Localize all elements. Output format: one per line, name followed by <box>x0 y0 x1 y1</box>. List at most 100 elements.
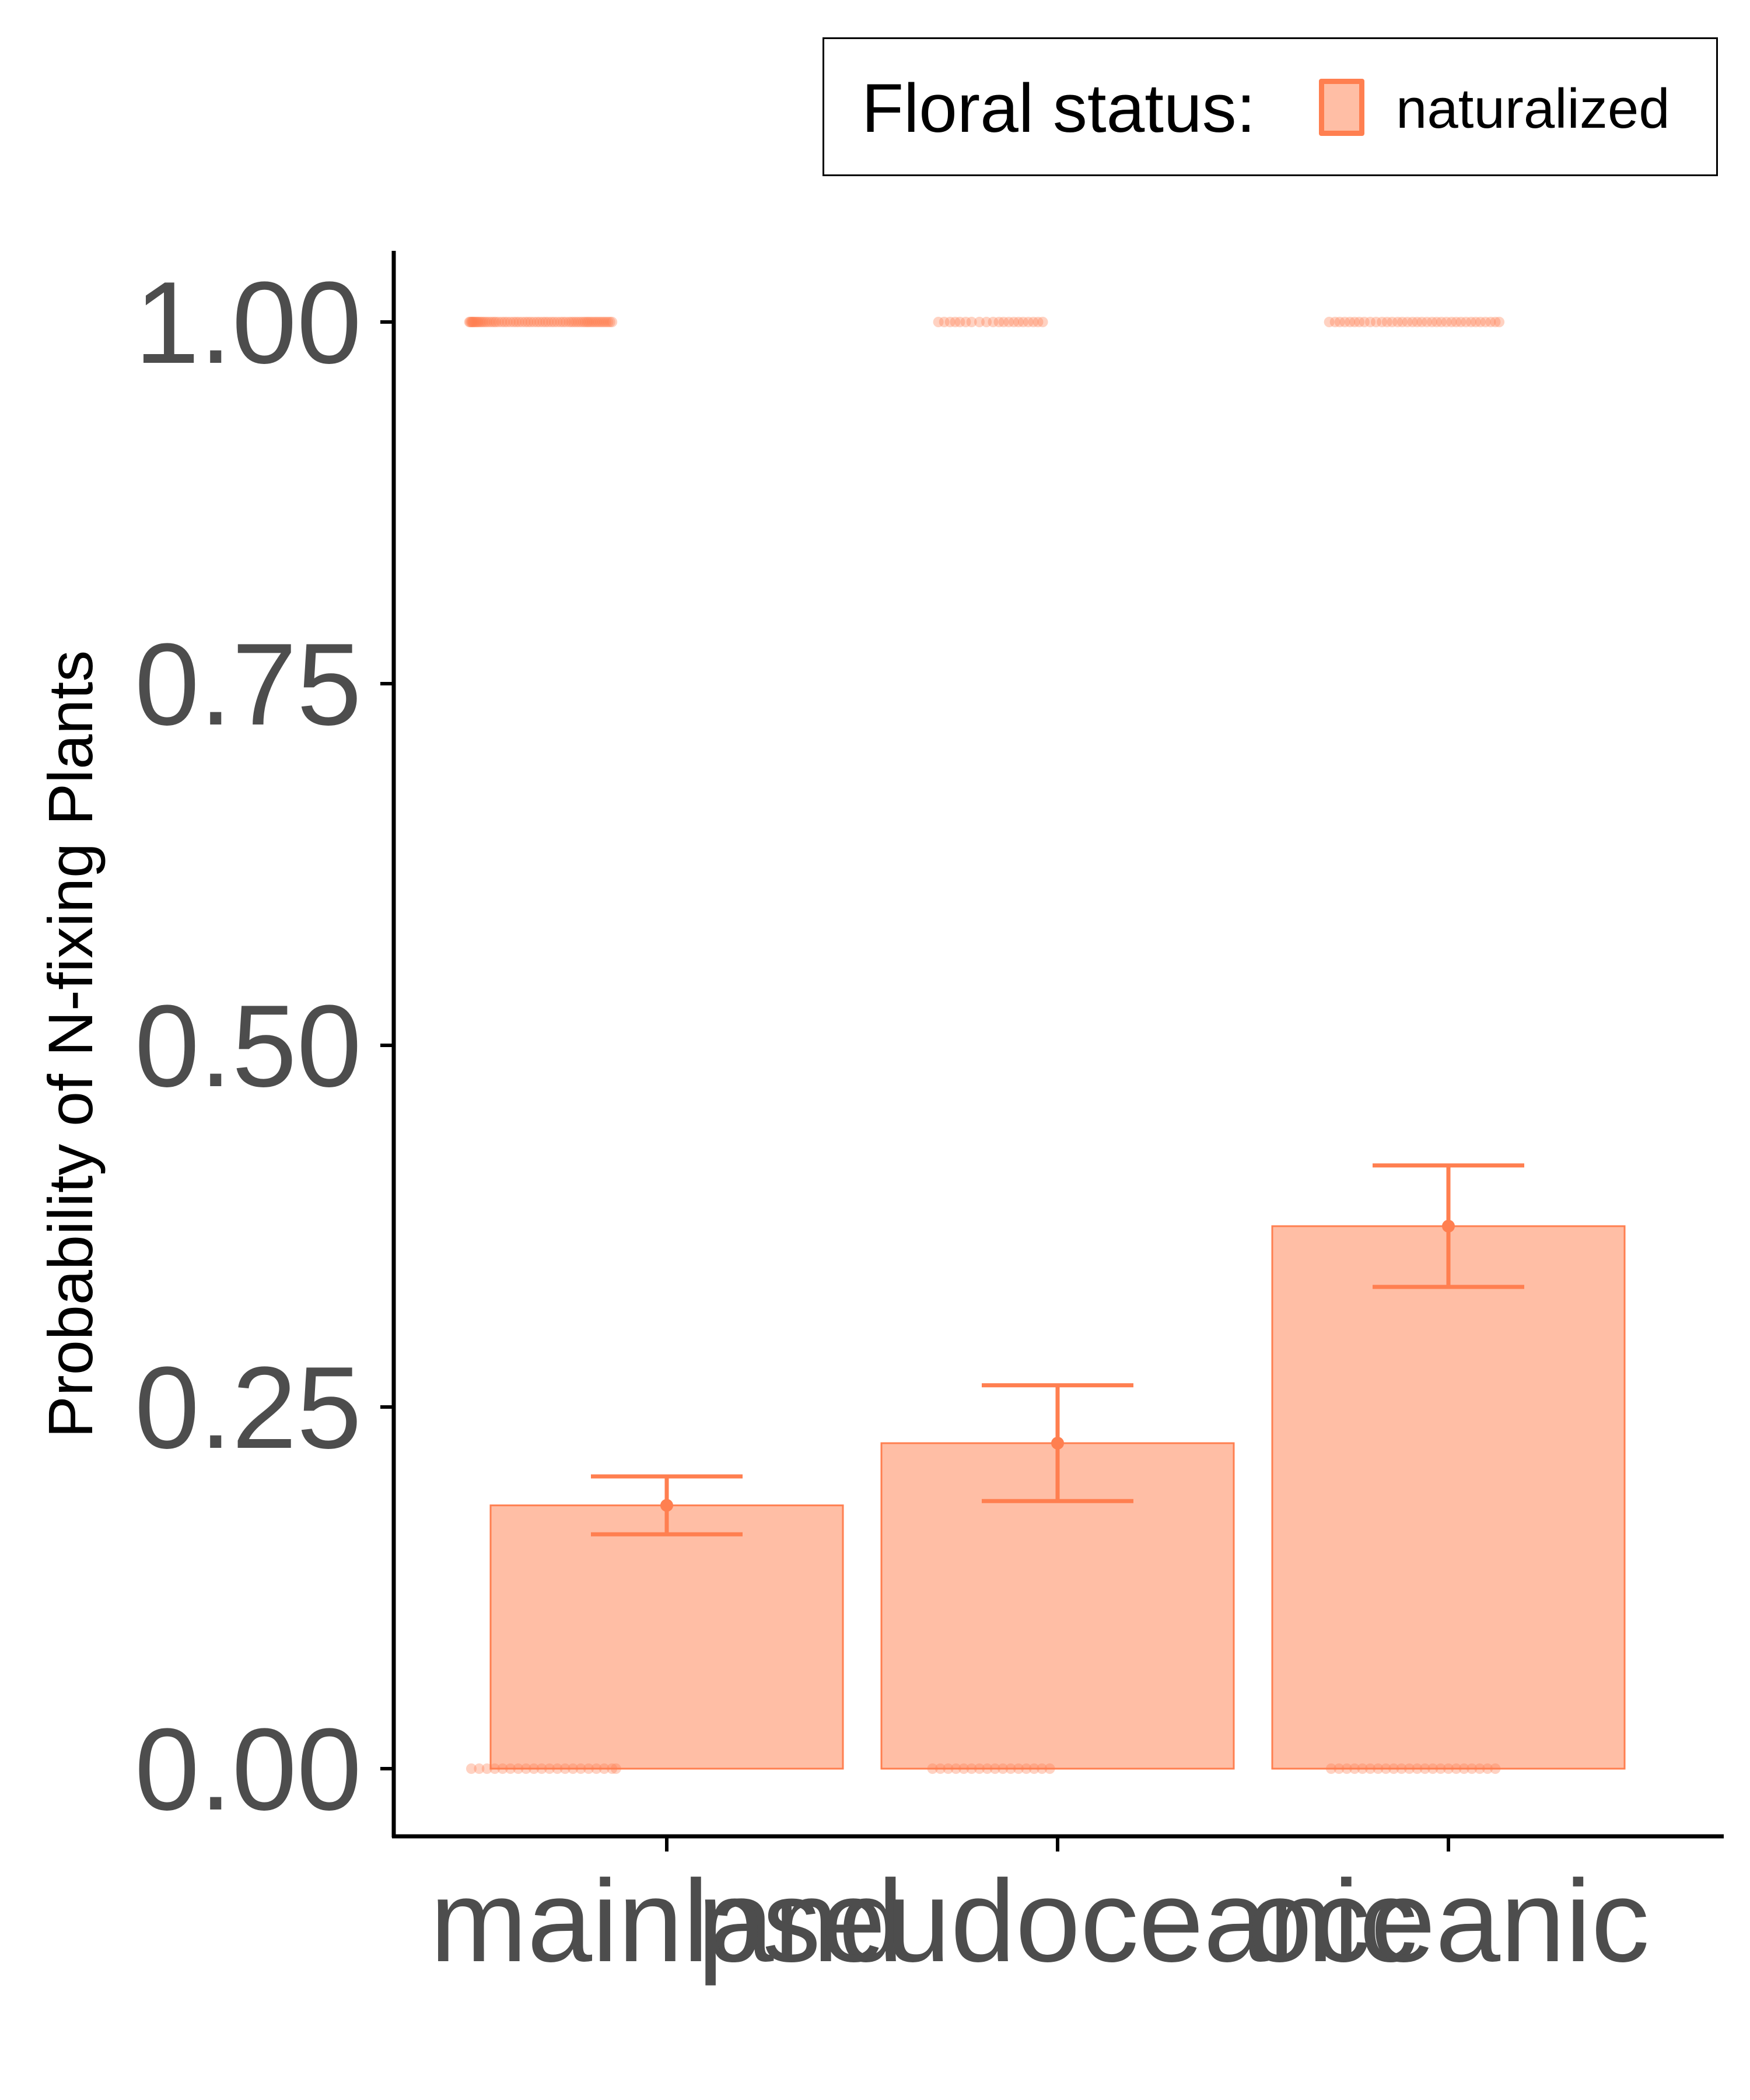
legend-label-naturalized: naturalized <box>1396 78 1670 140</box>
observation-point <box>598 317 610 327</box>
observation-point <box>566 317 577 327</box>
observation-point <box>493 317 504 327</box>
observation-point <box>998 317 1009 327</box>
observation-point <box>1380 1763 1391 1774</box>
observation-point <box>520 317 531 327</box>
observation-point <box>604 317 615 327</box>
observation-point <box>1359 317 1370 327</box>
observation-point <box>993 317 1005 327</box>
observation-point <box>935 1763 946 1774</box>
observation-point <box>568 1763 579 1774</box>
observation-point <box>1341 1763 1352 1774</box>
observation-point <box>505 1763 516 1774</box>
observation-point <box>1475 317 1486 327</box>
observation-point <box>966 317 977 327</box>
observation-point <box>466 317 477 327</box>
observation-point <box>1021 1763 1032 1774</box>
observation-point <box>1349 317 1360 327</box>
observation-point <box>1494 317 1505 327</box>
observation-point <box>1377 317 1388 327</box>
observation-point <box>467 317 478 327</box>
observation-point <box>472 317 483 327</box>
observation-point <box>607 317 618 327</box>
observation-point <box>587 317 598 327</box>
observation-point <box>1427 1763 1438 1774</box>
observation-point <box>486 317 497 327</box>
observation-point <box>597 317 608 327</box>
y-tick-label: 0.25 <box>135 1343 362 1473</box>
observation-point <box>575 317 586 327</box>
observation-point <box>1458 1763 1469 1774</box>
observation-point <box>1431 317 1442 327</box>
observation-point <box>966 1763 977 1774</box>
observation-point <box>1426 317 1437 327</box>
observation-point <box>525 317 536 327</box>
observation-point <box>1485 317 1496 327</box>
observation-point <box>1402 317 1413 327</box>
bar <box>1271 1225 1626 1770</box>
observation-point <box>517 317 528 327</box>
observation-point <box>1422 317 1433 327</box>
observation-point <box>960 317 971 327</box>
mean-point <box>660 1499 673 1512</box>
observation-point <box>1470 317 1481 327</box>
observation-point <box>981 317 992 327</box>
observation-point <box>601 317 612 327</box>
observation-point <box>497 1763 508 1774</box>
observation-point <box>513 1763 524 1774</box>
observation-point <box>958 1763 970 1774</box>
observation-point <box>555 317 566 327</box>
observation-point <box>944 317 956 327</box>
observation-point <box>1392 317 1403 327</box>
observation-point <box>1003 317 1014 327</box>
observation-point <box>1455 317 1466 327</box>
observation-point <box>1326 1763 1336 1774</box>
observation-point <box>1412 1763 1423 1774</box>
y-axis-title: Probability of N-fixing Plants <box>35 650 106 1438</box>
observation-point <box>474 1763 485 1774</box>
observation-point <box>1490 317 1501 327</box>
observation-point <box>534 317 545 327</box>
observation-point <box>595 317 606 327</box>
legend-title: Floral status: <box>862 70 1256 147</box>
observation-point <box>499 317 510 327</box>
observation-point <box>528 1763 540 1774</box>
bar <box>489 1504 844 1770</box>
observation-point <box>561 317 572 327</box>
observation-point <box>1023 317 1034 327</box>
observation-point <box>1465 317 1476 327</box>
observation-point <box>1416 317 1427 327</box>
observation-point <box>1451 317 1462 327</box>
observation-point <box>1032 317 1044 327</box>
legend: Floral status: naturalized <box>822 37 1718 176</box>
mean-point <box>1442 1220 1455 1233</box>
observation-point <box>1018 317 1029 327</box>
observation-point <box>508 317 519 327</box>
observation-points <box>464 317 1505 1774</box>
observation-point <box>593 317 604 327</box>
observation-point <box>552 317 563 327</box>
observation-point <box>488 317 499 327</box>
observation-point <box>607 1763 618 1774</box>
observation-point <box>582 317 593 327</box>
mean-point <box>1051 1437 1064 1450</box>
observation-point <box>481 1763 492 1774</box>
observation-point <box>1446 317 1457 327</box>
observation-point <box>568 317 579 327</box>
observation-point <box>558 317 569 327</box>
observation-point <box>544 1763 555 1774</box>
observation-point <box>1466 1763 1478 1774</box>
observation-point <box>467 317 478 327</box>
observation-point <box>591 1763 602 1774</box>
observation-point <box>954 317 965 327</box>
observation-point <box>1461 317 1472 327</box>
observation-point <box>481 317 492 327</box>
observation-point <box>1381 317 1392 327</box>
observation-point <box>476 317 487 327</box>
observation-point <box>1412 317 1423 327</box>
observation-point <box>523 317 534 327</box>
observation-point <box>591 317 602 327</box>
observation-point <box>988 317 999 327</box>
observation-point <box>470 317 481 327</box>
